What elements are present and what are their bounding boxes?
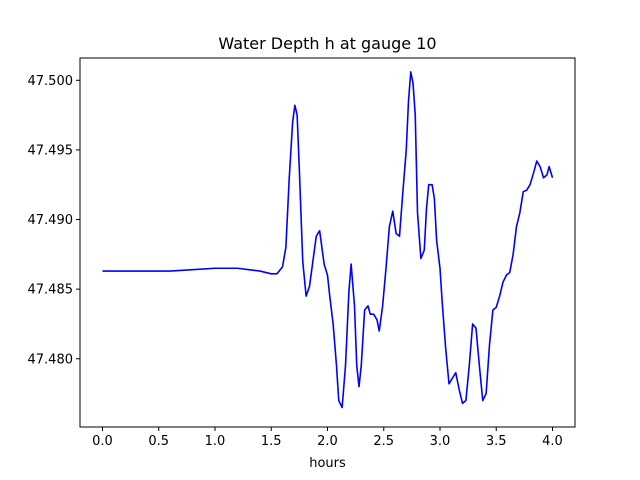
plot-area: 0.0 0.5 1.0 1.5 2.0 2.5 3.0 3.5 4.0 47.480 47.485 4…	[28, 57, 576, 449]
x-axis-label: hours	[309, 456, 346, 471]
series-line-0	[102, 71, 554, 409]
x-tick-label: 3.0	[430, 434, 451, 449]
x-tick-label: 2.0	[317, 434, 338, 449]
x-tick-label: 0.0	[92, 434, 113, 449]
y-tick-label: 47.485	[28, 283, 74, 298]
y-tick-label: 47.495	[28, 143, 74, 158]
y-tick-label: 47.480	[28, 352, 74, 367]
chart-title: Water Depth h at gauge 10	[218, 34, 436, 53]
y-tick-label: 47.500	[28, 74, 74, 89]
plot-frame	[79, 57, 576, 428]
x-tick-label: 0.5	[148, 434, 169, 449]
x-tick-label: 4.0	[542, 434, 563, 449]
x-tick-label: 1.0	[205, 434, 226, 449]
x-tick-label: 2.5	[373, 434, 394, 449]
x-tick-label: 3.5	[486, 434, 507, 449]
x-tick-label: 1.5	[261, 434, 282, 449]
y-tick-label: 47.490	[28, 213, 74, 228]
